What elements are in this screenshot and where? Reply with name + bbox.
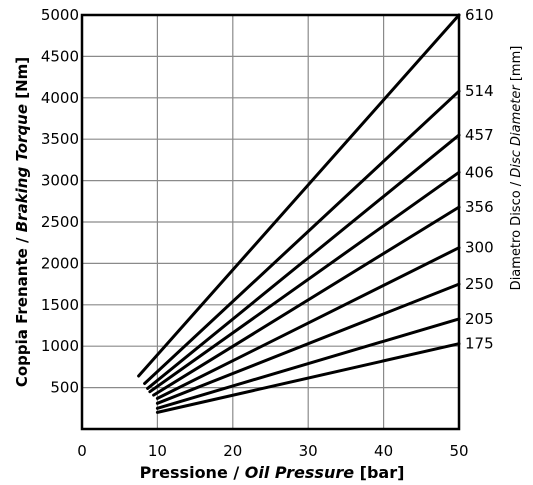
x-tick-label: 0	[77, 442, 87, 460]
y-tick-label: 3500	[41, 130, 79, 148]
series-line-514	[143, 89, 461, 385]
y-tick-label: 5000	[41, 6, 79, 24]
series-line-205	[155, 317, 461, 410]
y-tick-label: 4000	[41, 89, 79, 107]
series-label-514: 514	[465, 82, 494, 100]
series-line-175	[155, 342, 461, 414]
series-label-610: 610	[465, 6, 494, 24]
right-axis-title: Diametro Disco / Disc Diameter [mm]	[509, 46, 524, 291]
y-tick-label: 3000	[41, 172, 79, 190]
series-line-610	[137, 13, 461, 378]
plot-frame	[80, 13, 461, 431]
y-tick-label: 2000	[41, 254, 79, 272]
x-axis-title: Pressione / Oil Pressure [bar]	[140, 463, 405, 482]
y-tick-label: 1000	[41, 337, 79, 355]
series-line-300	[155, 246, 461, 400]
y-tick-label: 4500	[41, 47, 79, 65]
x-tick-label: 40	[374, 442, 393, 460]
y-tick-label: 1500	[41, 296, 79, 314]
series-label-300: 300	[465, 239, 494, 257]
series-label-457: 457	[465, 126, 494, 144]
y-tick-labels: 500 1000 1500 2000 2500 3000 3500 4000 4500 5000	[41, 6, 79, 397]
x-tick-label: 10	[148, 442, 167, 460]
x-tick-labels: 0 10 20 30 40 50	[77, 442, 468, 460]
y-axis-title: Coppia Frenante / Braking Torque [Nm]	[13, 57, 31, 387]
series-label-250: 250	[465, 275, 494, 293]
series-label-175: 175	[465, 335, 494, 353]
y-tick-label: 500	[50, 379, 79, 397]
series-lines	[137, 13, 461, 414]
series-line-356	[152, 205, 461, 397]
series-line-457	[146, 133, 461, 390]
y-tick-label: 2500	[41, 213, 79, 231]
series-label-356: 356	[465, 198, 494, 216]
series-labels: 175 205 250 300 356 406 457 514 610	[465, 6, 494, 353]
series-line-406	[148, 170, 461, 394]
series-label-406: 406	[465, 163, 494, 181]
x-tick-label: 30	[299, 442, 318, 460]
series-line-250	[155, 282, 461, 405]
series-label-205: 205	[465, 310, 494, 328]
x-tick-label: 20	[223, 442, 242, 460]
x-tick-label: 50	[449, 442, 468, 460]
